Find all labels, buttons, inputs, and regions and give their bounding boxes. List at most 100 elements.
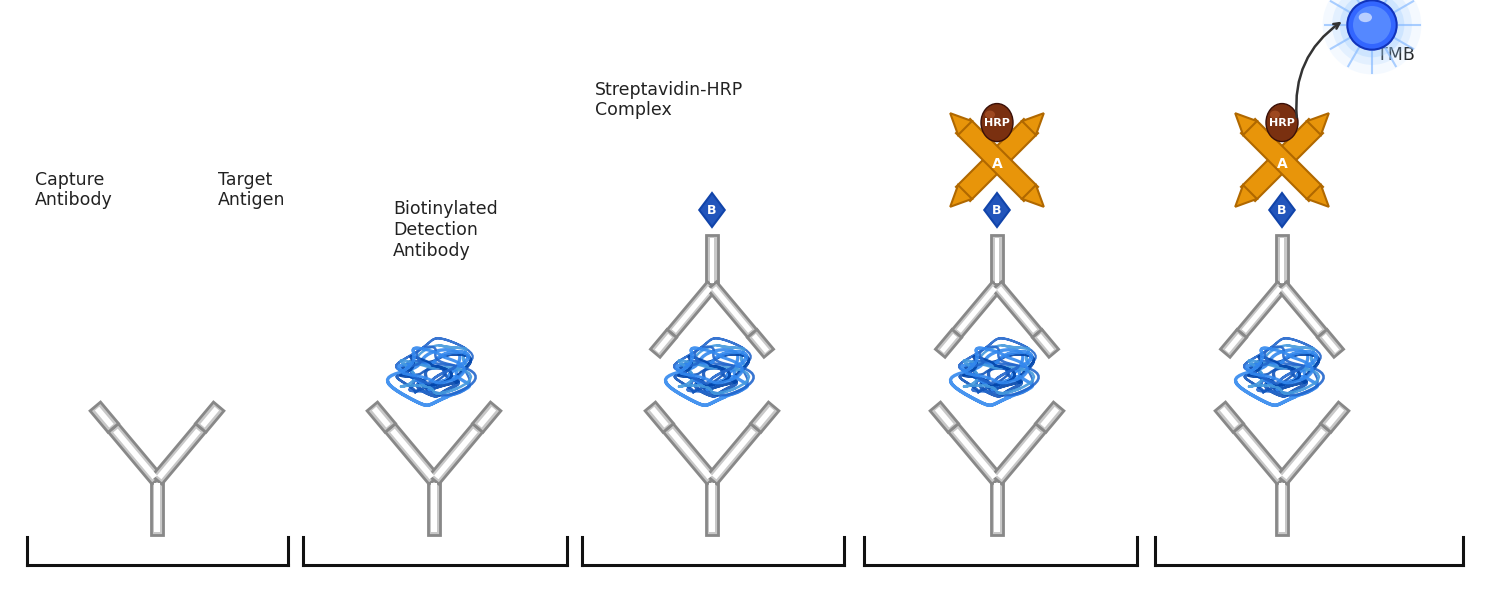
- Bar: [1280, 238, 1284, 283]
- Polygon shape: [152, 424, 206, 484]
- Polygon shape: [992, 424, 1045, 484]
- Circle shape: [1340, 0, 1404, 57]
- Polygon shape: [1240, 119, 1323, 201]
- Circle shape: [1353, 6, 1390, 44]
- Polygon shape: [645, 402, 674, 432]
- Polygon shape: [712, 428, 756, 479]
- Polygon shape: [108, 424, 162, 484]
- Circle shape: [1332, 0, 1412, 65]
- Polygon shape: [1036, 334, 1054, 353]
- Polygon shape: [956, 119, 1038, 201]
- Text: B: B: [1276, 203, 1287, 217]
- Bar: [706, 235, 717, 286]
- Polygon shape: [950, 185, 972, 207]
- Polygon shape: [368, 402, 396, 432]
- Polygon shape: [708, 282, 758, 337]
- Circle shape: [1323, 0, 1422, 74]
- Polygon shape: [998, 286, 1038, 333]
- Polygon shape: [656, 334, 672, 353]
- Polygon shape: [756, 407, 774, 428]
- Polygon shape: [950, 113, 972, 135]
- Polygon shape: [668, 282, 717, 337]
- Polygon shape: [712, 286, 753, 333]
- Polygon shape: [747, 329, 774, 357]
- Polygon shape: [90, 402, 118, 432]
- Polygon shape: [936, 329, 962, 357]
- Polygon shape: [1022, 185, 1044, 207]
- Polygon shape: [1035, 402, 1064, 432]
- Ellipse shape: [1270, 109, 1293, 136]
- Polygon shape: [1221, 329, 1246, 357]
- Text: TMB: TMB: [1377, 46, 1414, 64]
- Polygon shape: [957, 286, 998, 333]
- Polygon shape: [651, 329, 676, 357]
- Bar: [1276, 480, 1288, 535]
- Ellipse shape: [1266, 104, 1298, 142]
- Polygon shape: [1306, 113, 1329, 135]
- Polygon shape: [1226, 334, 1242, 353]
- Polygon shape: [650, 407, 669, 428]
- Polygon shape: [930, 402, 958, 432]
- Polygon shape: [1234, 113, 1257, 135]
- Polygon shape: [952, 428, 998, 479]
- Bar: [992, 235, 1002, 286]
- Text: B: B: [993, 203, 1002, 217]
- Polygon shape: [1276, 424, 1330, 484]
- Polygon shape: [390, 428, 433, 479]
- Polygon shape: [1238, 282, 1287, 337]
- Ellipse shape: [986, 110, 994, 119]
- Polygon shape: [663, 424, 717, 484]
- Polygon shape: [433, 428, 478, 479]
- Polygon shape: [940, 334, 957, 353]
- Text: Capture
Antibody: Capture Antibody: [34, 170, 112, 209]
- Polygon shape: [201, 407, 219, 428]
- Polygon shape: [706, 424, 760, 484]
- Bar: [994, 483, 999, 532]
- Text: Streptavidin-HRP
Complex: Streptavidin-HRP Complex: [596, 80, 744, 119]
- Ellipse shape: [981, 104, 1012, 142]
- Polygon shape: [429, 424, 483, 484]
- Polygon shape: [1306, 185, 1329, 207]
- Bar: [432, 483, 436, 532]
- Polygon shape: [1282, 286, 1323, 333]
- Polygon shape: [1278, 282, 1328, 337]
- Polygon shape: [993, 282, 1042, 337]
- Polygon shape: [1320, 402, 1348, 432]
- Polygon shape: [984, 193, 1010, 227]
- Polygon shape: [1242, 286, 1282, 333]
- Polygon shape: [750, 402, 778, 432]
- Polygon shape: [1317, 329, 1344, 357]
- Polygon shape: [112, 428, 158, 479]
- Bar: [992, 480, 1004, 535]
- Ellipse shape: [1359, 13, 1372, 22]
- Polygon shape: [1234, 185, 1257, 207]
- Bar: [994, 238, 999, 283]
- Polygon shape: [1041, 407, 1059, 428]
- Polygon shape: [1238, 428, 1282, 479]
- Polygon shape: [1282, 428, 1326, 479]
- Polygon shape: [195, 402, 223, 432]
- Bar: [710, 483, 714, 532]
- Ellipse shape: [1270, 110, 1280, 119]
- Polygon shape: [998, 428, 1041, 479]
- Ellipse shape: [986, 109, 1008, 136]
- Polygon shape: [699, 193, 724, 227]
- Text: Biotinylated
Detection
Antibody: Biotinylated Detection Antibody: [393, 200, 498, 260]
- Circle shape: [1347, 0, 1396, 50]
- Polygon shape: [1269, 193, 1294, 227]
- Polygon shape: [934, 407, 954, 428]
- Bar: [706, 480, 718, 535]
- Polygon shape: [752, 334, 770, 353]
- Bar: [1280, 483, 1284, 532]
- Text: HRP: HRP: [1269, 118, 1294, 128]
- Polygon shape: [372, 407, 390, 428]
- Text: B: B: [708, 203, 717, 217]
- Polygon shape: [472, 402, 501, 432]
- Polygon shape: [668, 428, 712, 479]
- Polygon shape: [477, 407, 496, 428]
- Polygon shape: [1240, 119, 1323, 201]
- Bar: [154, 483, 159, 532]
- Text: Target
Antigen: Target Antigen: [217, 170, 285, 209]
- Polygon shape: [1215, 402, 1243, 432]
- Text: A: A: [992, 157, 1002, 171]
